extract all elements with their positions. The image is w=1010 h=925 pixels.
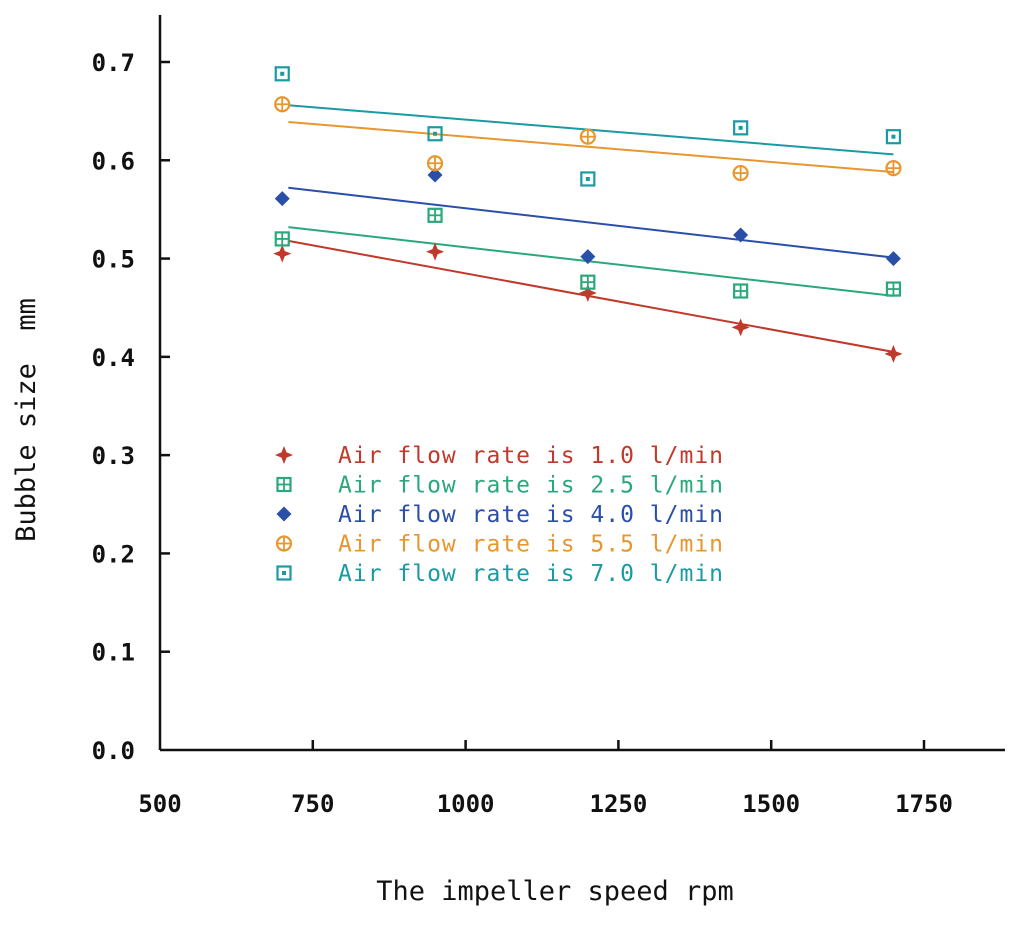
legend-label-series-1: Air flow rate is 1.0 l/min — [338, 443, 724, 469]
data-point-series-4 — [274, 96, 291, 113]
data-point-series-1 — [731, 318, 750, 337]
y-tick-label: 0.3 — [92, 442, 135, 470]
x-tick-label: 500 — [138, 790, 181, 818]
data-point-series-5 — [427, 126, 443, 142]
data-point-series-1 — [578, 283, 597, 302]
fit-line-series-3 — [288, 186, 894, 259]
x-tick-label: 1750 — [895, 790, 953, 818]
y-tick-label: 0.1 — [92, 639, 135, 667]
legend-marker-series-1 — [274, 445, 294, 465]
fit-line-series-2 — [288, 226, 894, 297]
x-tick-label: 1250 — [590, 790, 648, 818]
data-point-series-5 — [885, 129, 902, 145]
data-point-series-5 — [274, 66, 290, 82]
data-point-series-3 — [427, 167, 443, 183]
x-axis-ticks: 500 750 1000 1250 1500 1750 — [138, 740, 953, 818]
y-tick-label: 0.6 — [92, 147, 135, 175]
legend-label-series-3: Air flow rate is 4.0 l/min — [338, 502, 724, 528]
data-point-series-3 — [885, 251, 901, 267]
legend-marker-series-4 — [275, 535, 293, 552]
y-tick-label: 0.5 — [92, 246, 135, 274]
legend-marker-series-5 — [276, 565, 292, 581]
y-tick-label: 0.0 — [92, 737, 135, 765]
data-point-series-1 — [426, 242, 445, 261]
fit-lines — [288, 104, 894, 353]
y-tick-label: 0.2 — [92, 540, 135, 568]
y-tick-label: 0.4 — [92, 344, 135, 372]
y-axis-title: Bubble size mm — [11, 298, 42, 542]
data-point-series-4 — [426, 155, 444, 172]
axes — [158, 15, 1005, 752]
legend: Air flow rate is 1.0 l/min Air flow rate … — [274, 443, 724, 587]
x-axis-title: The impeller speed rpm — [376, 876, 734, 907]
legend-marker-series-3 — [276, 506, 292, 522]
legend-marker-series-2 — [276, 476, 292, 493]
fit-line-series-1 — [288, 239, 894, 353]
legend-label-series-5: Air flow rate is 7.0 l/min — [338, 561, 724, 587]
data-point-series-4 — [885, 160, 902, 177]
data-point-series-4 — [732, 164, 749, 182]
data-point-series-4 — [579, 128, 596, 145]
data-point-series-3 — [733, 227, 749, 243]
data-point-series-2 — [427, 207, 443, 223]
data-point-series-1 — [884, 344, 903, 363]
data-point-series-2 — [274, 231, 290, 247]
data-point-series-5 — [580, 171, 596, 187]
data-point-series-3 — [274, 191, 290, 207]
data-point-series-3 — [580, 249, 596, 265]
data-point-series-2 — [580, 274, 596, 290]
legend-label-series-4: Air flow rate is 5.5 l/min — [338, 532, 724, 558]
data-markers — [273, 66, 903, 363]
data-point-series-1 — [273, 244, 292, 263]
data-point-series-2 — [885, 281, 902, 297]
x-tick-label: 750 — [291, 790, 334, 818]
y-axis-ticks: 0.0 0.1 0.2 0.3 0.4 0.5 0.6 0.7 — [92, 49, 170, 765]
fit-line-series-4 — [288, 120, 894, 174]
y-tick-label: 0.7 — [92, 49, 135, 77]
legend-label-series-2: Air flow rate is 2.5 l/min — [338, 473, 724, 499]
x-tick-label: 1000 — [437, 790, 495, 818]
x-tick-label: 1500 — [742, 790, 800, 818]
data-point-series-5 — [733, 120, 749, 136]
data-point-series-2 — [733, 283, 749, 299]
